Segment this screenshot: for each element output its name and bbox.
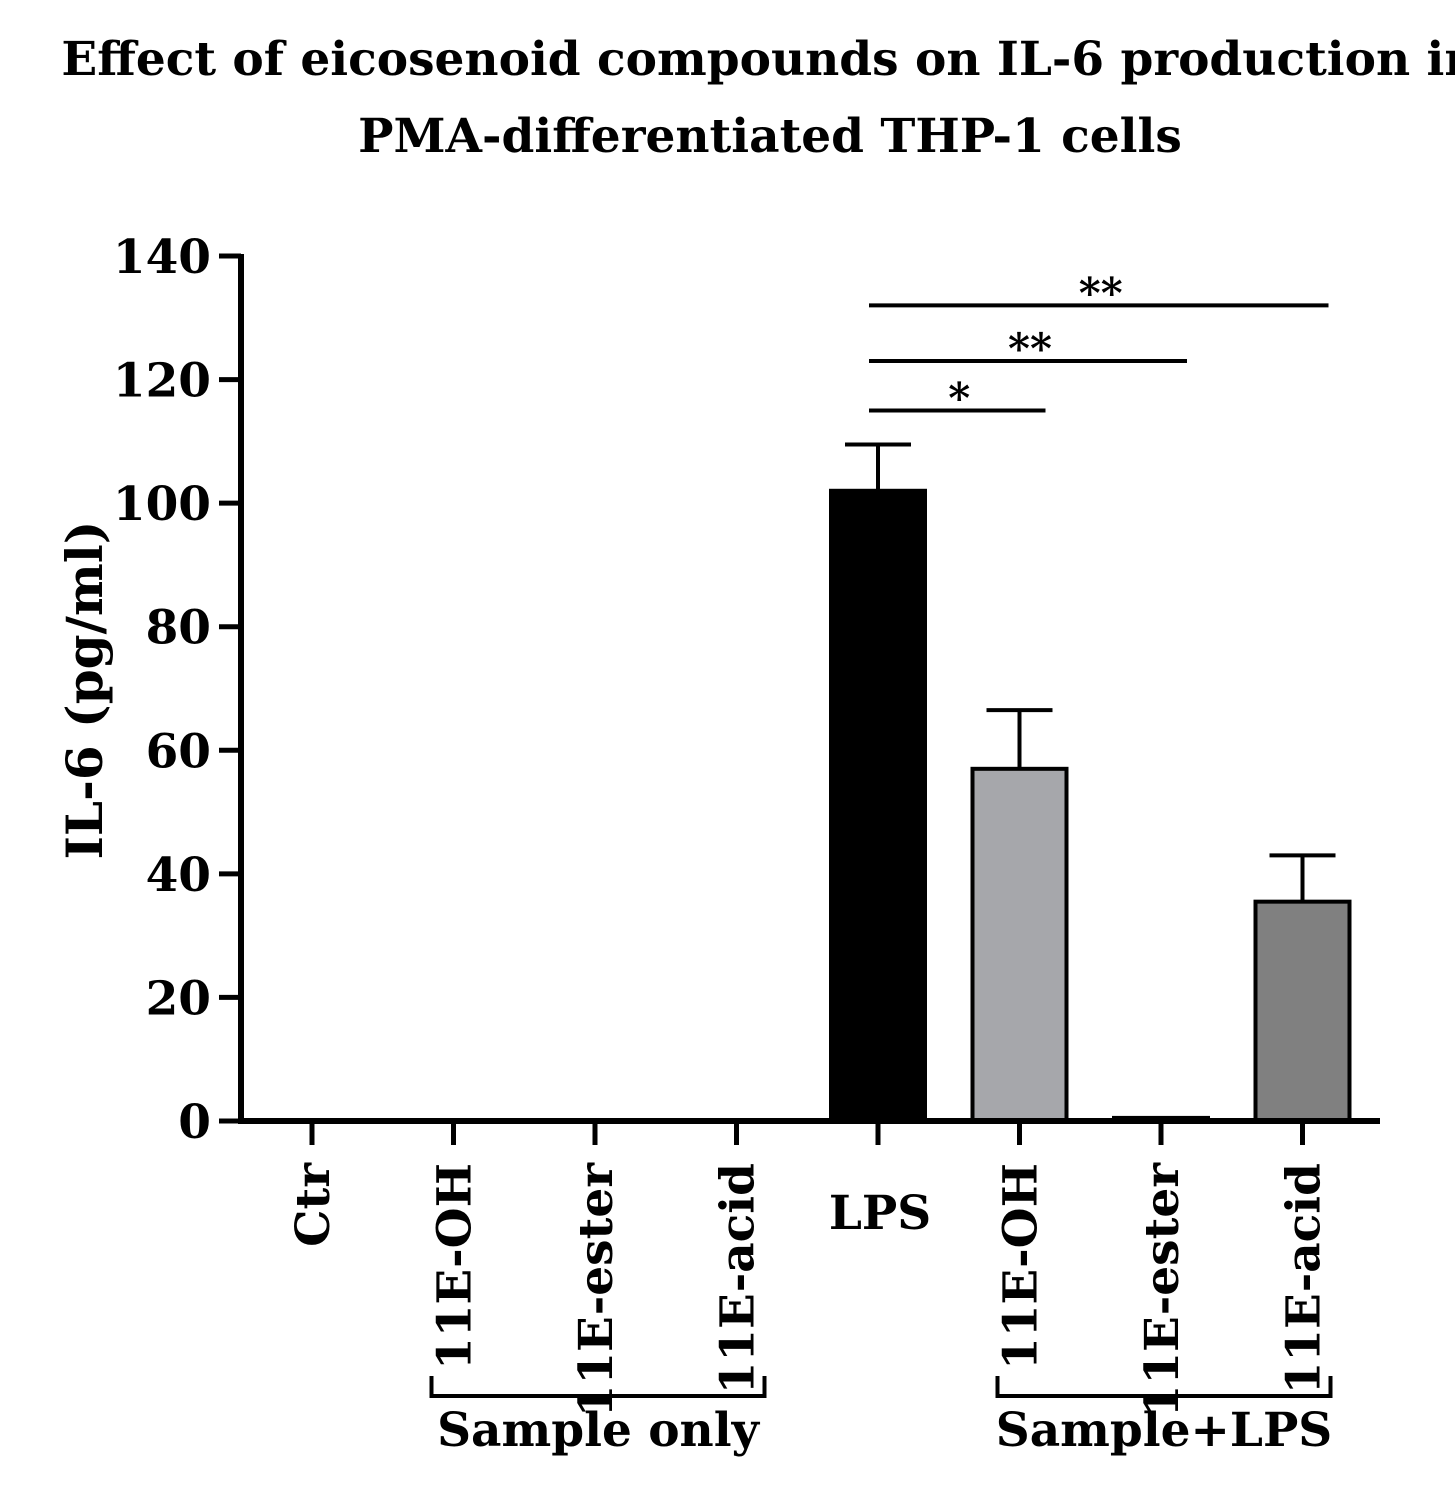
bar-5 — [970, 766, 1069, 1123]
y-axis-label: IL-6 (pg/ml) — [55, 521, 114, 860]
y-tick-label-80: 80 — [146, 601, 211, 656]
x-tick-label-1: 11E-OH — [428, 1163, 483, 1370]
bar-7 — [1253, 899, 1352, 1123]
x-tick-label-7: 11E-acid — [1277, 1163, 1332, 1394]
x-tick-label-2: 11E-ester — [569, 1162, 624, 1418]
significance-label-0: * — [948, 373, 970, 422]
bar-4 — [829, 488, 927, 1123]
y-tick-label-140: 140 — [113, 230, 211, 285]
chart-title-line-2: PMA-differentiated THP-1 cells — [358, 109, 1182, 164]
y-tick-label-60: 60 — [146, 724, 211, 779]
y-tick-label-20: 20 — [146, 971, 211, 1026]
group-bracket-1 — [995, 1376, 1333, 1398]
plot-area: 0 20 40 60 80 100 120 140 Ctr 11E-OH 11E-ester 11E-… — [113, 230, 1380, 1458]
group-label-0: Sample only — [437, 1403, 760, 1458]
significance-label-2: ** — [1079, 268, 1123, 317]
x-tick-label-3: 11E-acid — [711, 1163, 766, 1394]
x-tick-label-4: LPS — [829, 1186, 931, 1241]
chart-title-line-1: Effect of eicosenoid compounds on IL-6 p… — [61, 32, 1455, 87]
x-tick-label-0: Ctr — [286, 1162, 341, 1247]
x-tick-label-6: 11E-ester — [1135, 1162, 1190, 1418]
significance-label-1: ** — [1008, 324, 1052, 373]
x-tick-label-5: 11E-OH — [994, 1163, 1049, 1370]
y-tick-label-120: 120 — [113, 354, 211, 409]
group-bracket-0 — [429, 1376, 767, 1398]
group-label-1: Sample+LPS — [996, 1403, 1332, 1458]
y-tick-label-0: 0 — [178, 1095, 211, 1150]
y-tick-label-100: 100 — [113, 477, 211, 532]
y-tick-label-40: 40 — [146, 848, 211, 903]
